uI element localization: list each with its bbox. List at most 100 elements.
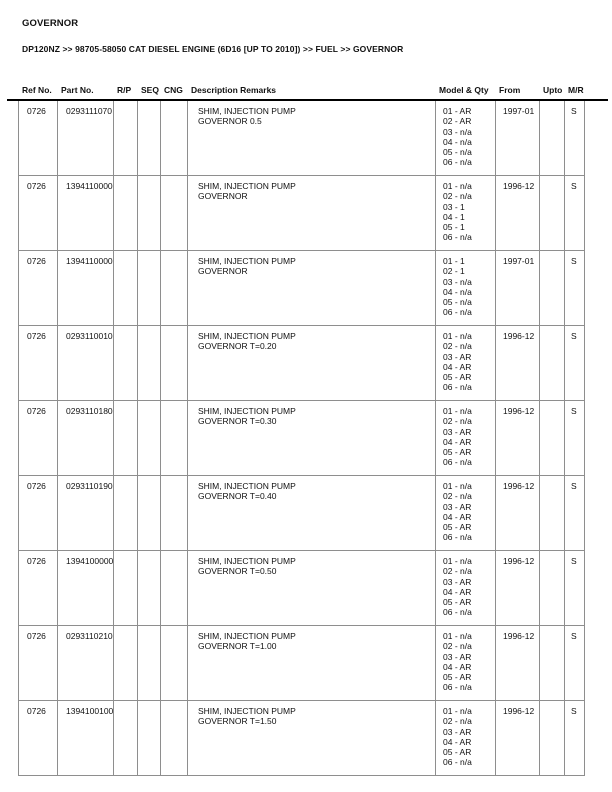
- cell-mr: S: [564, 175, 585, 251]
- cell-model-qty: 01 - n/a 02 - n/a 03 - 1 04 - 1 05 - 1 06 - n…: [435, 175, 496, 251]
- cell-ref-no: 0726: [18, 250, 58, 326]
- cell-rp: [113, 550, 138, 626]
- cell-ref-no: 0726: [18, 550, 58, 626]
- cell-rp: [113, 625, 138, 701]
- col-header-cng: CNG: [164, 85, 183, 95]
- cell-model-qty: 01 - n/a 02 - n/a 03 - AR 04 - AR 05 - AR 06 …: [435, 625, 496, 701]
- cell-part-no: 0293111070: [57, 101, 114, 176]
- cell-model-qty: 01 - AR 02 - AR 03 - n/a 04 - n/a 05 - n/a 06…: [435, 101, 496, 176]
- page-title: GOVERNOR: [22, 18, 79, 29]
- cell-description: SHIM, INJECTION PUMP GOVERNOR T=0.20: [187, 325, 436, 401]
- cell-from: 1997-01: [495, 101, 540, 176]
- cell-upto: [539, 325, 565, 401]
- cell-cng: [160, 475, 188, 551]
- cell-part-no: 0293110010: [57, 325, 114, 401]
- cell-upto: [539, 700, 565, 776]
- cell-mr: S: [564, 475, 585, 551]
- cell-ref-no: 0726: [18, 101, 58, 176]
- cell-seq: [137, 700, 161, 776]
- cell-part-no: 1394100100: [57, 700, 114, 776]
- cell-seq: [137, 475, 161, 551]
- table-row: 0726 1394110000 SHIM, INJECTION PUMP GOVE…: [18, 250, 585, 326]
- cell-rp: [113, 250, 138, 326]
- cell-model-qty: 01 - n/a 02 - n/a 03 - AR 04 - AR 05 - AR 06 …: [435, 700, 496, 776]
- col-header-rp: R/P: [117, 85, 132, 95]
- cell-part-no: 1394110000: [57, 175, 114, 251]
- table-row: 0726 0293110210 SHIM, INJECTION PUMP GOVE…: [18, 625, 585, 701]
- table-row: 0726 0293110190 SHIM, INJECTION PUMP GOVE…: [18, 475, 585, 551]
- cell-seq: [137, 175, 161, 251]
- cell-upto: [539, 625, 565, 701]
- cell-description: SHIM, INJECTION PUMP GOVERNOR 0.5: [187, 101, 436, 176]
- cell-upto: [539, 175, 565, 251]
- cell-upto: [539, 250, 565, 326]
- cell-from: 1996-12: [495, 325, 540, 401]
- cell-ref-no: 0726: [18, 625, 58, 701]
- cell-rp: [113, 325, 138, 401]
- col-header-part-no: Part No.: [61, 85, 94, 95]
- cell-ref-no: 0726: [18, 700, 58, 776]
- cell-mr: S: [564, 550, 585, 626]
- cell-mr: S: [564, 625, 585, 701]
- cell-model-qty: 01 - n/a 02 - n/a 03 - AR 04 - AR 05 - AR 06 …: [435, 550, 496, 626]
- col-header-mr: M/R: [568, 85, 584, 95]
- cell-model-qty: 01 - n/a 02 - n/a 03 - AR 04 - AR 05 - AR 06 …: [435, 475, 496, 551]
- cell-from: 1996-12: [495, 400, 540, 476]
- col-header-description: Description Remarks: [191, 85, 277, 95]
- cell-seq: [137, 101, 161, 176]
- cell-cng: [160, 325, 188, 401]
- cell-cng: [160, 700, 188, 776]
- table-row: 0726 1394100000 SHIM, INJECTION PUMP GOVE…: [18, 550, 585, 626]
- cell-rp: [113, 101, 138, 176]
- cell-from: 1996-12: [495, 550, 540, 626]
- cell-seq: [137, 400, 161, 476]
- cell-mr: S: [564, 700, 585, 776]
- cell-rp: [113, 700, 138, 776]
- table-row: 0726 0293110180 SHIM, INJECTION PUMP GOVE…: [18, 400, 585, 476]
- cell-cng: [160, 175, 188, 251]
- cell-description: SHIM, INJECTION PUMP GOVERNOR T=0.40: [187, 475, 436, 551]
- cell-part-no: 0293110210: [57, 625, 114, 701]
- cell-upto: [539, 101, 565, 176]
- cell-from: 1997-01: [495, 250, 540, 326]
- cell-rp: [113, 175, 138, 251]
- cell-cng: [160, 625, 188, 701]
- cell-part-no: 1394110000: [57, 250, 114, 326]
- cell-mr: S: [564, 101, 585, 176]
- col-header-seq: SEQ: [141, 85, 159, 95]
- cell-seq: [137, 325, 161, 401]
- cell-part-no: 1394100000: [57, 550, 114, 626]
- cell-mr: S: [564, 325, 585, 401]
- cell-description: SHIM, INJECTION PUMP GOVERNOR T=1.00: [187, 625, 436, 701]
- col-header-ref-no: Ref No.: [22, 85, 52, 95]
- col-header-upto: Upto: [543, 85, 563, 95]
- cell-mr: S: [564, 400, 585, 476]
- cell-from: 1996-12: [495, 175, 540, 251]
- col-header-model-qty: Model & Qty: [439, 85, 489, 95]
- cell-cng: [160, 250, 188, 326]
- cell-description: SHIM, INJECTION PUMP GOVERNOR T=1.50: [187, 700, 436, 776]
- cell-part-no: 0293110190: [57, 475, 114, 551]
- cell-ref-no: 0726: [18, 475, 58, 551]
- cell-seq: [137, 625, 161, 701]
- cell-rp: [113, 475, 138, 551]
- cell-ref-no: 0726: [18, 325, 58, 401]
- cell-from: 1996-12: [495, 475, 540, 551]
- parts-table: 0726 0293111070 SHIM, INJECTION PUMP GOVE…: [18, 101, 585, 776]
- cell-upto: [539, 475, 565, 551]
- cell-description: SHIM, INJECTION PUMP GOVERNOR T=0.50: [187, 550, 436, 626]
- cell-model-qty: 01 - n/a 02 - n/a 03 - AR 04 - AR 05 - AR 06 …: [435, 400, 496, 476]
- table-row: 0726 0293111070 SHIM, INJECTION PUMP GOVE…: [18, 101, 585, 176]
- header-divider-rule: [7, 99, 608, 101]
- cell-part-no: 0293110180: [57, 400, 114, 476]
- cell-seq: [137, 250, 161, 326]
- cell-description: SHIM, INJECTION PUMP GOVERNOR T=0.30: [187, 400, 436, 476]
- cell-ref-no: 0726: [18, 400, 58, 476]
- cell-description: SHIM, INJECTION PUMP GOVERNOR: [187, 250, 436, 326]
- cell-cng: [160, 400, 188, 476]
- cell-mr: S: [564, 250, 585, 326]
- cell-from: 1996-12: [495, 625, 540, 701]
- table-row: 0726 0293110010 SHIM, INJECTION PUMP GOVE…: [18, 325, 585, 401]
- column-header-row: Ref No. Part No. R/P SEQ CNG Description…: [18, 85, 584, 95]
